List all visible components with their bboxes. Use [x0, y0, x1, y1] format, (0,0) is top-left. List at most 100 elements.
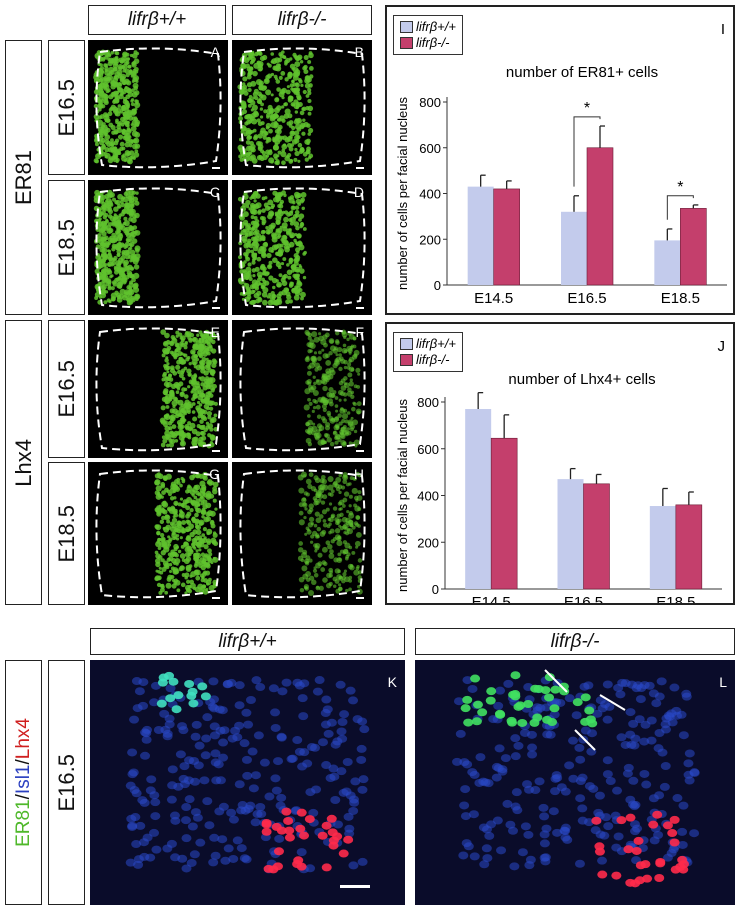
micrograph-panel: A	[88, 40, 228, 175]
age-text: E18.5	[53, 504, 79, 563]
cell	[103, 100, 109, 106]
cell	[312, 375, 316, 379]
cell	[130, 98, 135, 102]
cell	[271, 203, 276, 208]
cell	[128, 197, 135, 204]
cell	[155, 569, 159, 573]
cell	[107, 111, 113, 117]
header-ko: lifrβ-/-	[232, 5, 372, 35]
isl1-cell	[218, 738, 229, 747]
isl1-cell	[330, 796, 341, 805]
cell	[157, 537, 161, 542]
cell	[244, 114, 249, 120]
cell	[178, 511, 185, 518]
cell	[334, 404, 339, 408]
isl1-cell	[575, 755, 586, 764]
cell	[130, 274, 135, 279]
isl1-cell	[512, 806, 523, 815]
scale-bar	[356, 307, 364, 309]
cell	[351, 406, 356, 412]
cell	[93, 113, 100, 120]
cell	[191, 516, 196, 522]
lhx4-cell	[623, 845, 634, 854]
cell	[279, 243, 284, 248]
cell	[335, 588, 341, 594]
er81-cell	[572, 698, 583, 707]
fluorescence-panel: L	[415, 660, 735, 905]
cell	[286, 269, 293, 275]
cell	[346, 528, 353, 535]
cell	[277, 204, 282, 208]
isl1-cell	[129, 715, 140, 724]
cell	[129, 288, 134, 293]
cell	[303, 55, 309, 61]
cell	[257, 133, 263, 139]
cell	[114, 51, 118, 55]
isl1-cell	[551, 771, 562, 780]
cell	[126, 136, 130, 141]
cell	[117, 247, 122, 252]
isl1-cell	[568, 736, 579, 745]
cell	[305, 555, 311, 561]
cell	[314, 511, 320, 517]
stain-er81: ER81	[12, 799, 34, 847]
er81-cell	[515, 701, 526, 710]
cell	[315, 404, 321, 410]
cell	[100, 69, 105, 74]
isl1-cell	[140, 751, 151, 760]
cell	[104, 66, 109, 71]
cell	[207, 377, 213, 383]
cell	[202, 491, 206, 495]
arrow-icon	[599, 694, 626, 711]
cell	[276, 293, 282, 299]
isl1-cell	[228, 815, 239, 824]
cell	[321, 403, 328, 409]
isl1-cell	[321, 695, 332, 704]
significance-star: *	[584, 100, 590, 117]
cell	[134, 131, 141, 138]
isl1-cell	[584, 782, 595, 791]
isl1-cell	[605, 777, 616, 786]
cell	[255, 140, 262, 147]
cell	[289, 216, 296, 223]
isl1-cell	[660, 725, 671, 734]
cell	[300, 83, 304, 88]
lhx4-cell	[591, 816, 602, 825]
cell	[275, 160, 280, 166]
cell	[268, 260, 273, 265]
isl1-cell	[560, 833, 571, 842]
isl1-cell	[348, 861, 359, 870]
cell	[240, 63, 246, 69]
cell	[201, 435, 207, 441]
cell	[177, 332, 183, 337]
cell	[291, 79, 295, 84]
cell	[350, 390, 355, 395]
isl1-cell	[611, 843, 622, 852]
isl1-cell	[469, 852, 480, 861]
cell	[321, 478, 327, 485]
cell	[209, 520, 215, 526]
cell	[184, 584, 191, 591]
significance-star: *	[677, 179, 683, 196]
cell	[275, 97, 279, 101]
cell	[280, 277, 286, 283]
age-label: E16.5	[48, 320, 85, 458]
cell	[241, 126, 247, 132]
cell	[250, 100, 256, 106]
er81-cell	[471, 717, 482, 726]
cell	[121, 154, 125, 158]
lhx4-cell	[304, 815, 315, 824]
cell	[308, 516, 315, 523]
cell	[342, 474, 349, 481]
cell	[134, 149, 139, 154]
cell	[278, 75, 283, 80]
isl1-cell	[592, 709, 603, 718]
cell	[346, 411, 351, 415]
cell	[289, 83, 294, 88]
bar	[490, 437, 518, 590]
cell	[104, 139, 110, 145]
cell	[322, 519, 327, 523]
cell	[298, 487, 305, 494]
isl1-cell	[560, 787, 571, 796]
isl1-cell	[539, 853, 550, 862]
